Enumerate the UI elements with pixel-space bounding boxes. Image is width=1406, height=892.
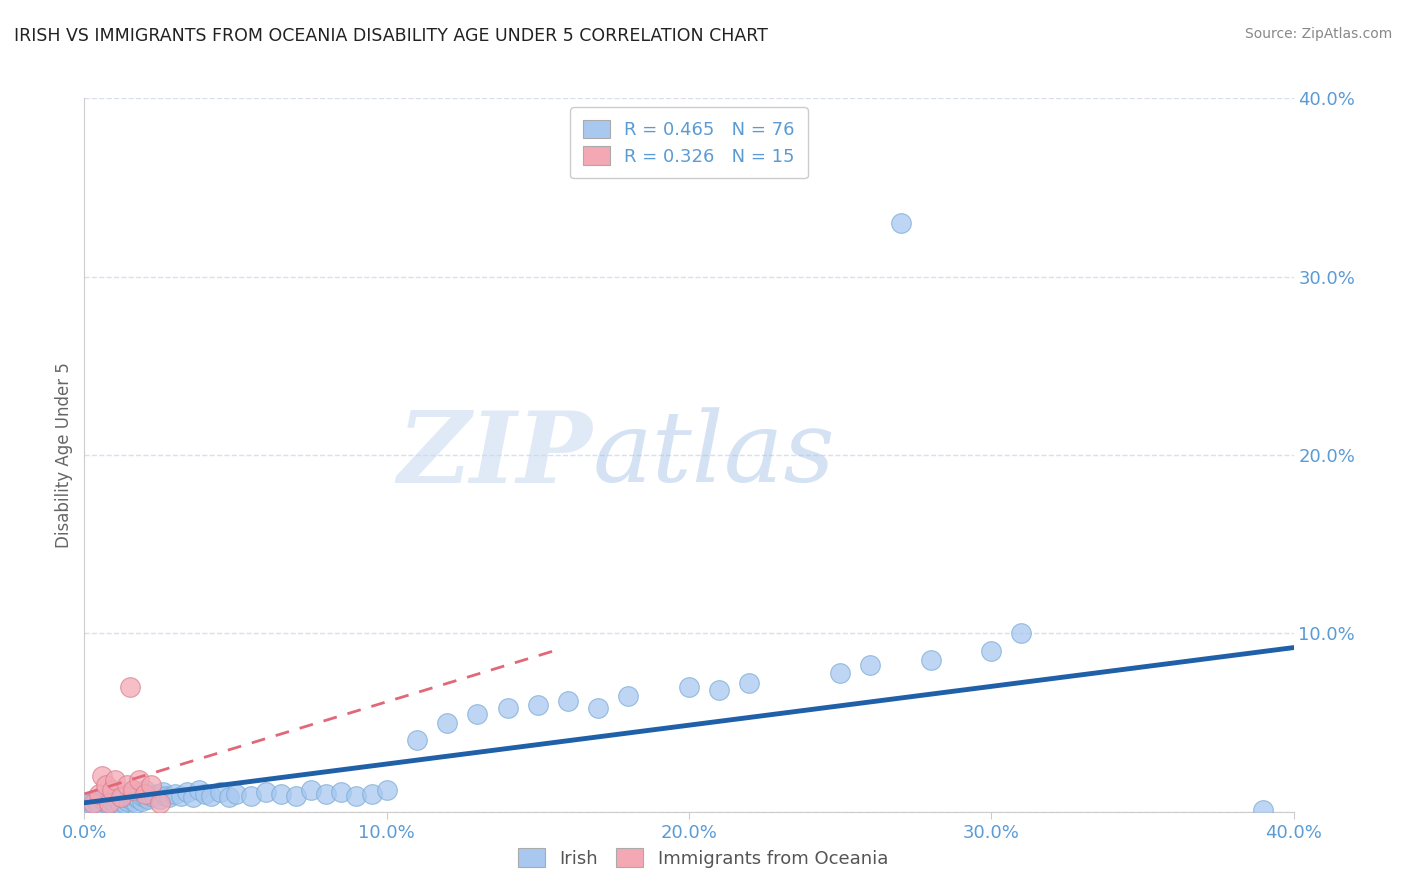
Point — [149, 792, 172, 806]
Point — [152, 785, 174, 799]
Point — [86, 794, 108, 808]
Point — [89, 797, 111, 812]
Point — [112, 796, 135, 810]
Point — [142, 790, 165, 805]
Point — [980, 644, 1002, 658]
Point — [284, 789, 308, 803]
Point — [155, 789, 177, 803]
Point — [315, 787, 337, 801]
Legend: Irish, Immigrants from Oceania: Irish, Immigrants from Oceania — [508, 838, 898, 879]
Point — [170, 789, 193, 803]
Point — [118, 792, 141, 806]
Point — [89, 787, 111, 801]
Point — [118, 680, 141, 694]
Point — [194, 787, 217, 801]
Point — [859, 658, 882, 673]
Point — [125, 796, 148, 810]
Point — [299, 783, 322, 797]
Point — [139, 789, 162, 803]
Point — [97, 797, 120, 812]
Point — [110, 790, 132, 805]
Point — [104, 772, 127, 787]
Point — [588, 701, 610, 715]
Point — [100, 783, 122, 797]
Point — [678, 680, 700, 694]
Point — [82, 796, 104, 810]
Point — [218, 790, 240, 805]
Point — [94, 796, 117, 810]
Point — [157, 790, 180, 805]
Point — [110, 797, 132, 812]
Point — [104, 796, 127, 810]
Point — [121, 783, 143, 797]
Point — [375, 783, 398, 797]
Point — [225, 787, 247, 801]
Point — [104, 790, 127, 805]
Point — [134, 787, 156, 801]
Point — [115, 794, 138, 808]
Point — [82, 799, 104, 814]
Point — [136, 792, 159, 806]
Text: atlas: atlas — [592, 408, 835, 502]
Point — [360, 787, 382, 801]
Point — [270, 787, 292, 801]
Point — [146, 787, 169, 801]
Point — [496, 701, 519, 715]
Point — [920, 653, 942, 667]
Point — [181, 790, 204, 805]
Point — [94, 778, 117, 792]
Point — [557, 694, 579, 708]
Point — [1010, 626, 1032, 640]
Point — [118, 787, 141, 801]
Point — [330, 785, 353, 799]
Point — [107, 794, 129, 808]
Text: IRISH VS IMMIGRANTS FROM OCEANIA DISABILITY AGE UNDER 5 CORRELATION CHART: IRISH VS IMMIGRANTS FROM OCEANIA DISABIL… — [14, 27, 768, 45]
Point — [200, 789, 222, 803]
Point — [738, 676, 761, 690]
Point — [176, 785, 198, 799]
Y-axis label: Disability Age Under 5: Disability Age Under 5 — [55, 362, 73, 548]
Point — [617, 689, 640, 703]
Point — [406, 733, 429, 747]
Point — [100, 794, 122, 808]
Legend: R = 0.465   N = 76, R = 0.326   N = 15: R = 0.465 N = 76, R = 0.326 N = 15 — [571, 107, 807, 178]
Point — [346, 789, 368, 803]
Text: ZIP: ZIP — [398, 407, 592, 503]
Point — [134, 783, 156, 797]
Point — [112, 790, 135, 805]
Point — [91, 769, 114, 783]
Point — [91, 792, 114, 806]
Point — [709, 683, 731, 698]
Point — [163, 787, 186, 801]
Point — [239, 789, 262, 803]
Point — [115, 778, 138, 792]
Point — [254, 785, 277, 799]
Point — [128, 785, 150, 799]
Point — [526, 698, 548, 712]
Text: Source: ZipAtlas.com: Source: ZipAtlas.com — [1244, 27, 1392, 41]
Point — [467, 706, 489, 721]
Point — [131, 794, 153, 808]
Point — [149, 796, 172, 810]
Point — [830, 665, 852, 680]
Point — [110, 792, 132, 806]
Point — [128, 772, 150, 787]
Point — [890, 216, 912, 230]
Point — [97, 796, 120, 810]
Point — [107, 787, 129, 801]
Point — [188, 783, 211, 797]
Point — [1251, 803, 1274, 817]
Point — [121, 794, 143, 808]
Point — [121, 789, 143, 803]
Point — [79, 796, 101, 810]
Point — [115, 789, 138, 803]
Point — [128, 792, 150, 806]
Point — [209, 785, 232, 799]
Point — [139, 778, 162, 792]
Point — [436, 715, 458, 730]
Point — [134, 790, 156, 805]
Point — [125, 790, 148, 805]
Point — [131, 789, 153, 803]
